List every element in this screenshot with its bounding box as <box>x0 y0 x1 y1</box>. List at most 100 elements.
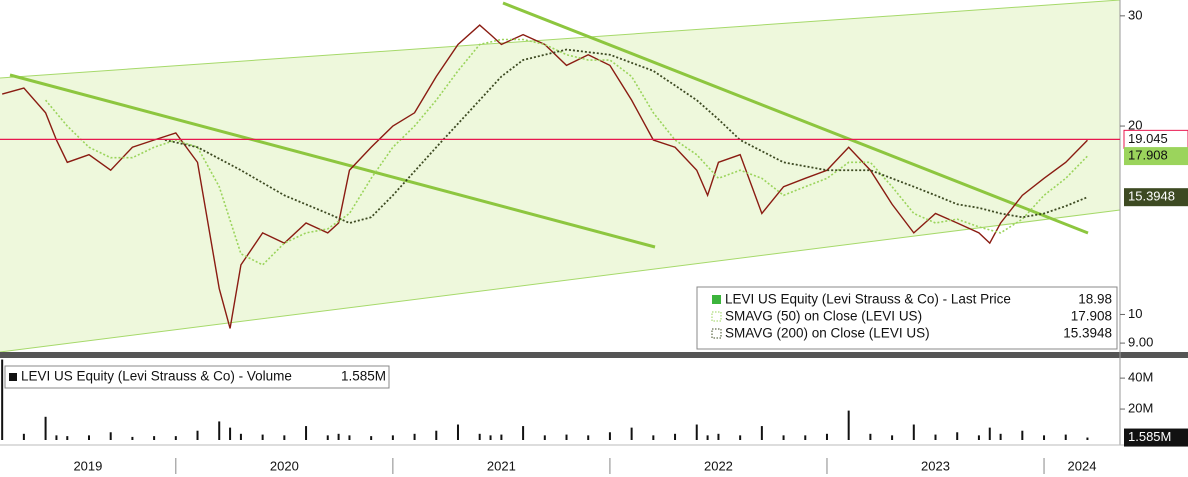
y-tick-label: 40M <box>1128 370 1153 385</box>
channel-lower <box>0 209 1121 353</box>
volume-bar <box>630 427 633 440</box>
volume-bar <box>891 435 894 440</box>
volume-tag-bg <box>1124 428 1188 447</box>
sma200-tag-bg <box>1124 188 1188 207</box>
panel-divider <box>0 352 1188 358</box>
legend-label: SMAVG (50) on Close (LEVI US) <box>725 309 922 324</box>
y-tick-label: 9.00 <box>1128 335 1153 350</box>
volume-bar <box>435 430 438 440</box>
volume-bar <box>478 433 481 440</box>
volume-bar <box>706 435 709 440</box>
volume-bar <box>1 359 4 440</box>
volume-bar <box>239 433 242 440</box>
volume-bar <box>131 436 134 440</box>
x-tick-label: 2023 <box>921 458 950 473</box>
volume-tag: 1.585M <box>1128 429 1171 444</box>
y-tick-label: 20 <box>1128 117 1142 132</box>
volume-bar <box>760 426 763 440</box>
legend-value: 15.3948 <box>1063 326 1112 341</box>
volume-bar <box>348 435 351 440</box>
volume-bar <box>825 433 828 440</box>
volume-bar <box>869 433 872 440</box>
volume-bar <box>326 435 329 440</box>
volume-bar <box>717 433 720 440</box>
price-line <box>44 38 1089 266</box>
x-tick-label: 2020 <box>270 458 299 473</box>
legend-swatch <box>712 295 721 304</box>
volume-bar <box>229 427 232 440</box>
volume-bar <box>44 416 47 440</box>
volume-bar <box>977 435 980 440</box>
volume-bar <box>608 432 611 440</box>
volume-bar <box>174 436 177 440</box>
volume-bar <box>370 436 373 440</box>
legend-label: SMAVG (200) on Close (LEVI US) <box>725 326 930 341</box>
volume-bar <box>956 432 959 440</box>
volume-bar <box>305 426 308 440</box>
volume-bar <box>999 433 1002 440</box>
volume-bar <box>22 433 25 440</box>
volume-bar <box>847 410 850 440</box>
x-tick-label: 2019 <box>73 458 102 473</box>
volume-bar <box>804 435 807 440</box>
x-tick-label: 2021 <box>487 458 516 473</box>
volume-bar <box>261 434 264 440</box>
volume-bar <box>391 435 394 440</box>
volume-bar <box>1064 434 1067 440</box>
volume-bar <box>1021 430 1024 440</box>
volume-bar <box>218 421 221 440</box>
volume-bar <box>1043 435 1046 440</box>
legend-value: 18.98 <box>1078 292 1112 307</box>
volume-bar <box>153 436 156 440</box>
channel-upper <box>0 0 1121 79</box>
channel <box>0 0 1120 352</box>
volume-bar <box>652 435 655 440</box>
volume-bar <box>196 430 199 440</box>
y-tick-label: 20M <box>1128 400 1153 415</box>
y-tick-label: 30 <box>1128 7 1142 22</box>
trend-line <box>502 1 1089 235</box>
volume-bar <box>782 435 785 440</box>
legend-swatch <box>9 373 17 381</box>
legend-box <box>4 365 390 389</box>
volume-bar <box>695 424 698 440</box>
legend-value: 17.908 <box>1071 309 1112 324</box>
volume-bar <box>565 434 568 440</box>
legend-label: LEVI US Equity (Levi Strauss & Co) - Vol… <box>21 369 292 384</box>
price-marker-tag: 19.045 <box>1128 131 1168 146</box>
sma200-tag: 15.3948 <box>1128 189 1175 204</box>
sma50-tag-bg <box>1124 147 1188 166</box>
volume-bar <box>283 435 286 440</box>
y-tick-label: 10 <box>1128 306 1142 321</box>
volume-bar <box>55 435 58 440</box>
volume-bar <box>500 434 503 440</box>
legend-swatch <box>711 328 722 339</box>
legend-value: 1.585M <box>341 369 386 384</box>
volume-bar <box>1086 437 1089 440</box>
volume-bar <box>674 433 677 440</box>
x-tick-label: 2022 <box>704 458 733 473</box>
x-tick-label: 2024 <box>1068 458 1097 473</box>
volume-bar <box>587 435 590 440</box>
volume-bar <box>522 426 525 440</box>
volume-bar <box>109 432 112 440</box>
volume-bar <box>337 433 340 440</box>
volume-bar <box>739 435 742 440</box>
volume-bar <box>489 435 492 440</box>
sma50-tag: 17.908 <box>1128 148 1168 163</box>
volume-legend: LEVI US Equity (Levi Strauss & Co) - Vol… <box>4 365 390 389</box>
price-legend: LEVI US Equity (Levi Strauss & Co) - Las… <box>696 286 1118 350</box>
volume-bar <box>413 433 416 440</box>
volume-bar <box>988 427 991 440</box>
volume-bar <box>934 434 937 440</box>
trend-line <box>9 73 656 249</box>
legend-label: LEVI US Equity (Levi Strauss & Co) - Las… <box>725 292 1011 307</box>
legend-swatch <box>711 311 722 322</box>
volume-bar <box>456 424 459 440</box>
legend-box <box>696 286 1118 350</box>
volume-bar <box>66 436 69 440</box>
volume-bar <box>912 424 915 440</box>
volume-bar <box>543 435 546 440</box>
volume-bar <box>87 435 90 440</box>
